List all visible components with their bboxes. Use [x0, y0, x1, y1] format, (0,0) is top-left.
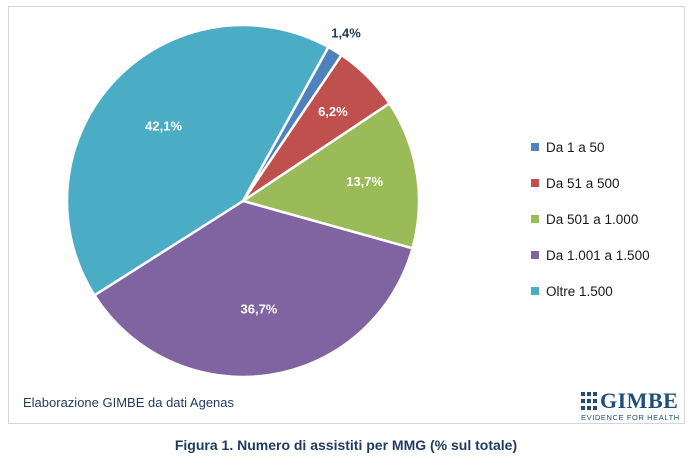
legend-item: Oltre 1.500: [531, 282, 650, 300]
source-note: Elaborazione GIMBE da dati Agenas: [23, 395, 235, 410]
legend-label: Da 1 a 50: [546, 139, 605, 155]
legend-item: Da 1.001 a 1.500: [531, 246, 650, 264]
logo-wordmark: GIMBE: [600, 388, 679, 413]
pie-slice: [65, 23, 330, 297]
legend-label: Oltre 1.500: [546, 283, 613, 299]
figure-caption: Figura 1. Numero di assistiti per MMG (%…: [174, 437, 518, 453]
legend-swatch: [531, 251, 539, 259]
legend-label: Da 51 a 500: [546, 175, 620, 191]
legend-swatch: [531, 179, 539, 187]
gimbe-logo: GIMBE EVIDENCE FOR HEALTH: [581, 389, 685, 425]
legend-item: Da 51 a 500: [531, 174, 650, 192]
pie-chart: 1,4% 6,2% 13,7% 36,7% 42,1%: [65, 23, 421, 379]
legend-swatch: [531, 143, 539, 151]
legend-label: Da 1.001 a 1.500: [546, 247, 650, 263]
slice-data-label: 13,7%: [346, 174, 383, 189]
slice-data-label: 6,2%: [318, 104, 348, 119]
gimbe-mark-icon: [581, 392, 597, 410]
legend-label: Da 501 a 1.000: [546, 211, 639, 227]
slice-data-label: 36,7%: [241, 301, 278, 316]
logo-tagline: EVIDENCE FOR HEALTH: [581, 413, 680, 422]
chart-legend: Da 1 a 50 Da 51 a 500 Da 501 a 1.000 Da 1.0…: [531, 138, 650, 318]
legend-swatch: [531, 287, 539, 295]
legend-item: Da 501 a 1.000: [531, 210, 650, 228]
legend-swatch: [531, 215, 539, 223]
chart-frame: 1,4% 6,2% 13,7% 36,7% 42,1% Da 1 a 50 Da 51 a…: [8, 6, 685, 424]
slice-data-label: 42,1%: [145, 119, 182, 134]
legend-item: Da 1 a 50: [531, 138, 650, 156]
slice-data-label: 1,4%: [331, 25, 361, 40]
